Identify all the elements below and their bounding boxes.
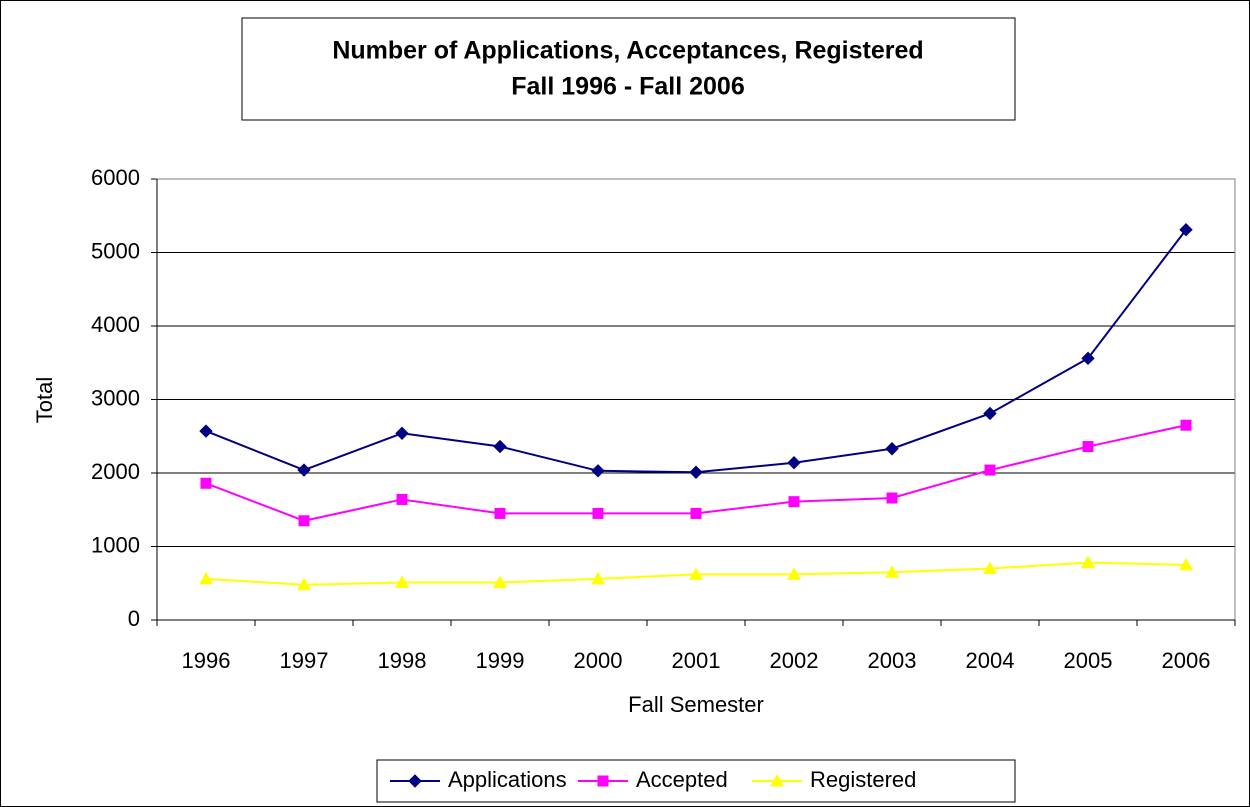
chart-subtitle: Fall 1996 - Fall 2006 [511,73,744,101]
data-point [493,439,507,454]
x-axis-label: Fall Semester [628,692,764,717]
data-point [199,571,213,585]
data-point [689,465,703,479]
y-tick-label: 5000 [91,238,140,263]
data-point [984,464,996,476]
data-point [1081,555,1095,569]
data-point [886,492,898,504]
x-tick-label: 2003 [868,648,917,673]
data-point [199,424,213,438]
data-point [1179,223,1193,237]
data-point [395,426,409,441]
y-tick-label: 3000 [91,385,140,410]
legend-marker [770,773,784,787]
data-point [396,493,408,505]
data-point [494,507,506,519]
x-tick-label: 2001 [672,648,721,673]
data-point [297,463,311,477]
legend-box [376,759,1016,803]
data-point [493,575,507,589]
data-point [1179,557,1193,571]
data-point [298,515,310,527]
legend-label: Applications [448,767,567,792]
y-tick-label: 6000 [91,165,140,190]
title-box [241,17,1016,121]
data-point [395,575,409,589]
data-point [591,464,605,478]
data-point [885,442,899,456]
data-point [1180,419,1192,431]
y-tick-label: 4000 [91,312,140,337]
data-point [788,496,800,508]
legend-label: Registered [810,767,916,792]
data-point [689,567,703,580]
legend-marker [408,774,422,788]
x-tick-label: 2000 [574,648,623,673]
x-tick-label: 1998 [378,648,427,673]
data-point [787,456,801,470]
data-point [787,567,801,580]
data-point [1081,351,1095,366]
x-tick-label: 1997 [280,648,329,673]
data-point [1082,441,1094,453]
data-point [983,561,997,575]
x-tick-label: 2006 [1162,648,1211,673]
data-point [885,565,899,578]
x-tick-label: 1999 [476,648,525,673]
data-point [983,406,997,421]
legend-marker [597,775,609,787]
y-tick-label: 1000 [91,532,140,557]
chart-title: Number of Applications, Acceptances, Reg… [332,37,923,65]
y-tick-label: 2000 [91,459,140,484]
legend-label: Accepted [636,767,728,792]
y-axis-label: Total [32,377,57,423]
data-point [690,507,702,519]
data-point [592,507,604,519]
y-tick-label: 0 [128,606,140,631]
x-tick-label: 2005 [1064,648,1113,673]
x-tick-label: 2004 [966,648,1015,673]
data-point [297,577,311,591]
data-point [591,571,605,585]
x-tick-label: 2002 [770,648,819,673]
x-tick-label: 1996 [182,648,231,673]
data-point [200,477,212,489]
